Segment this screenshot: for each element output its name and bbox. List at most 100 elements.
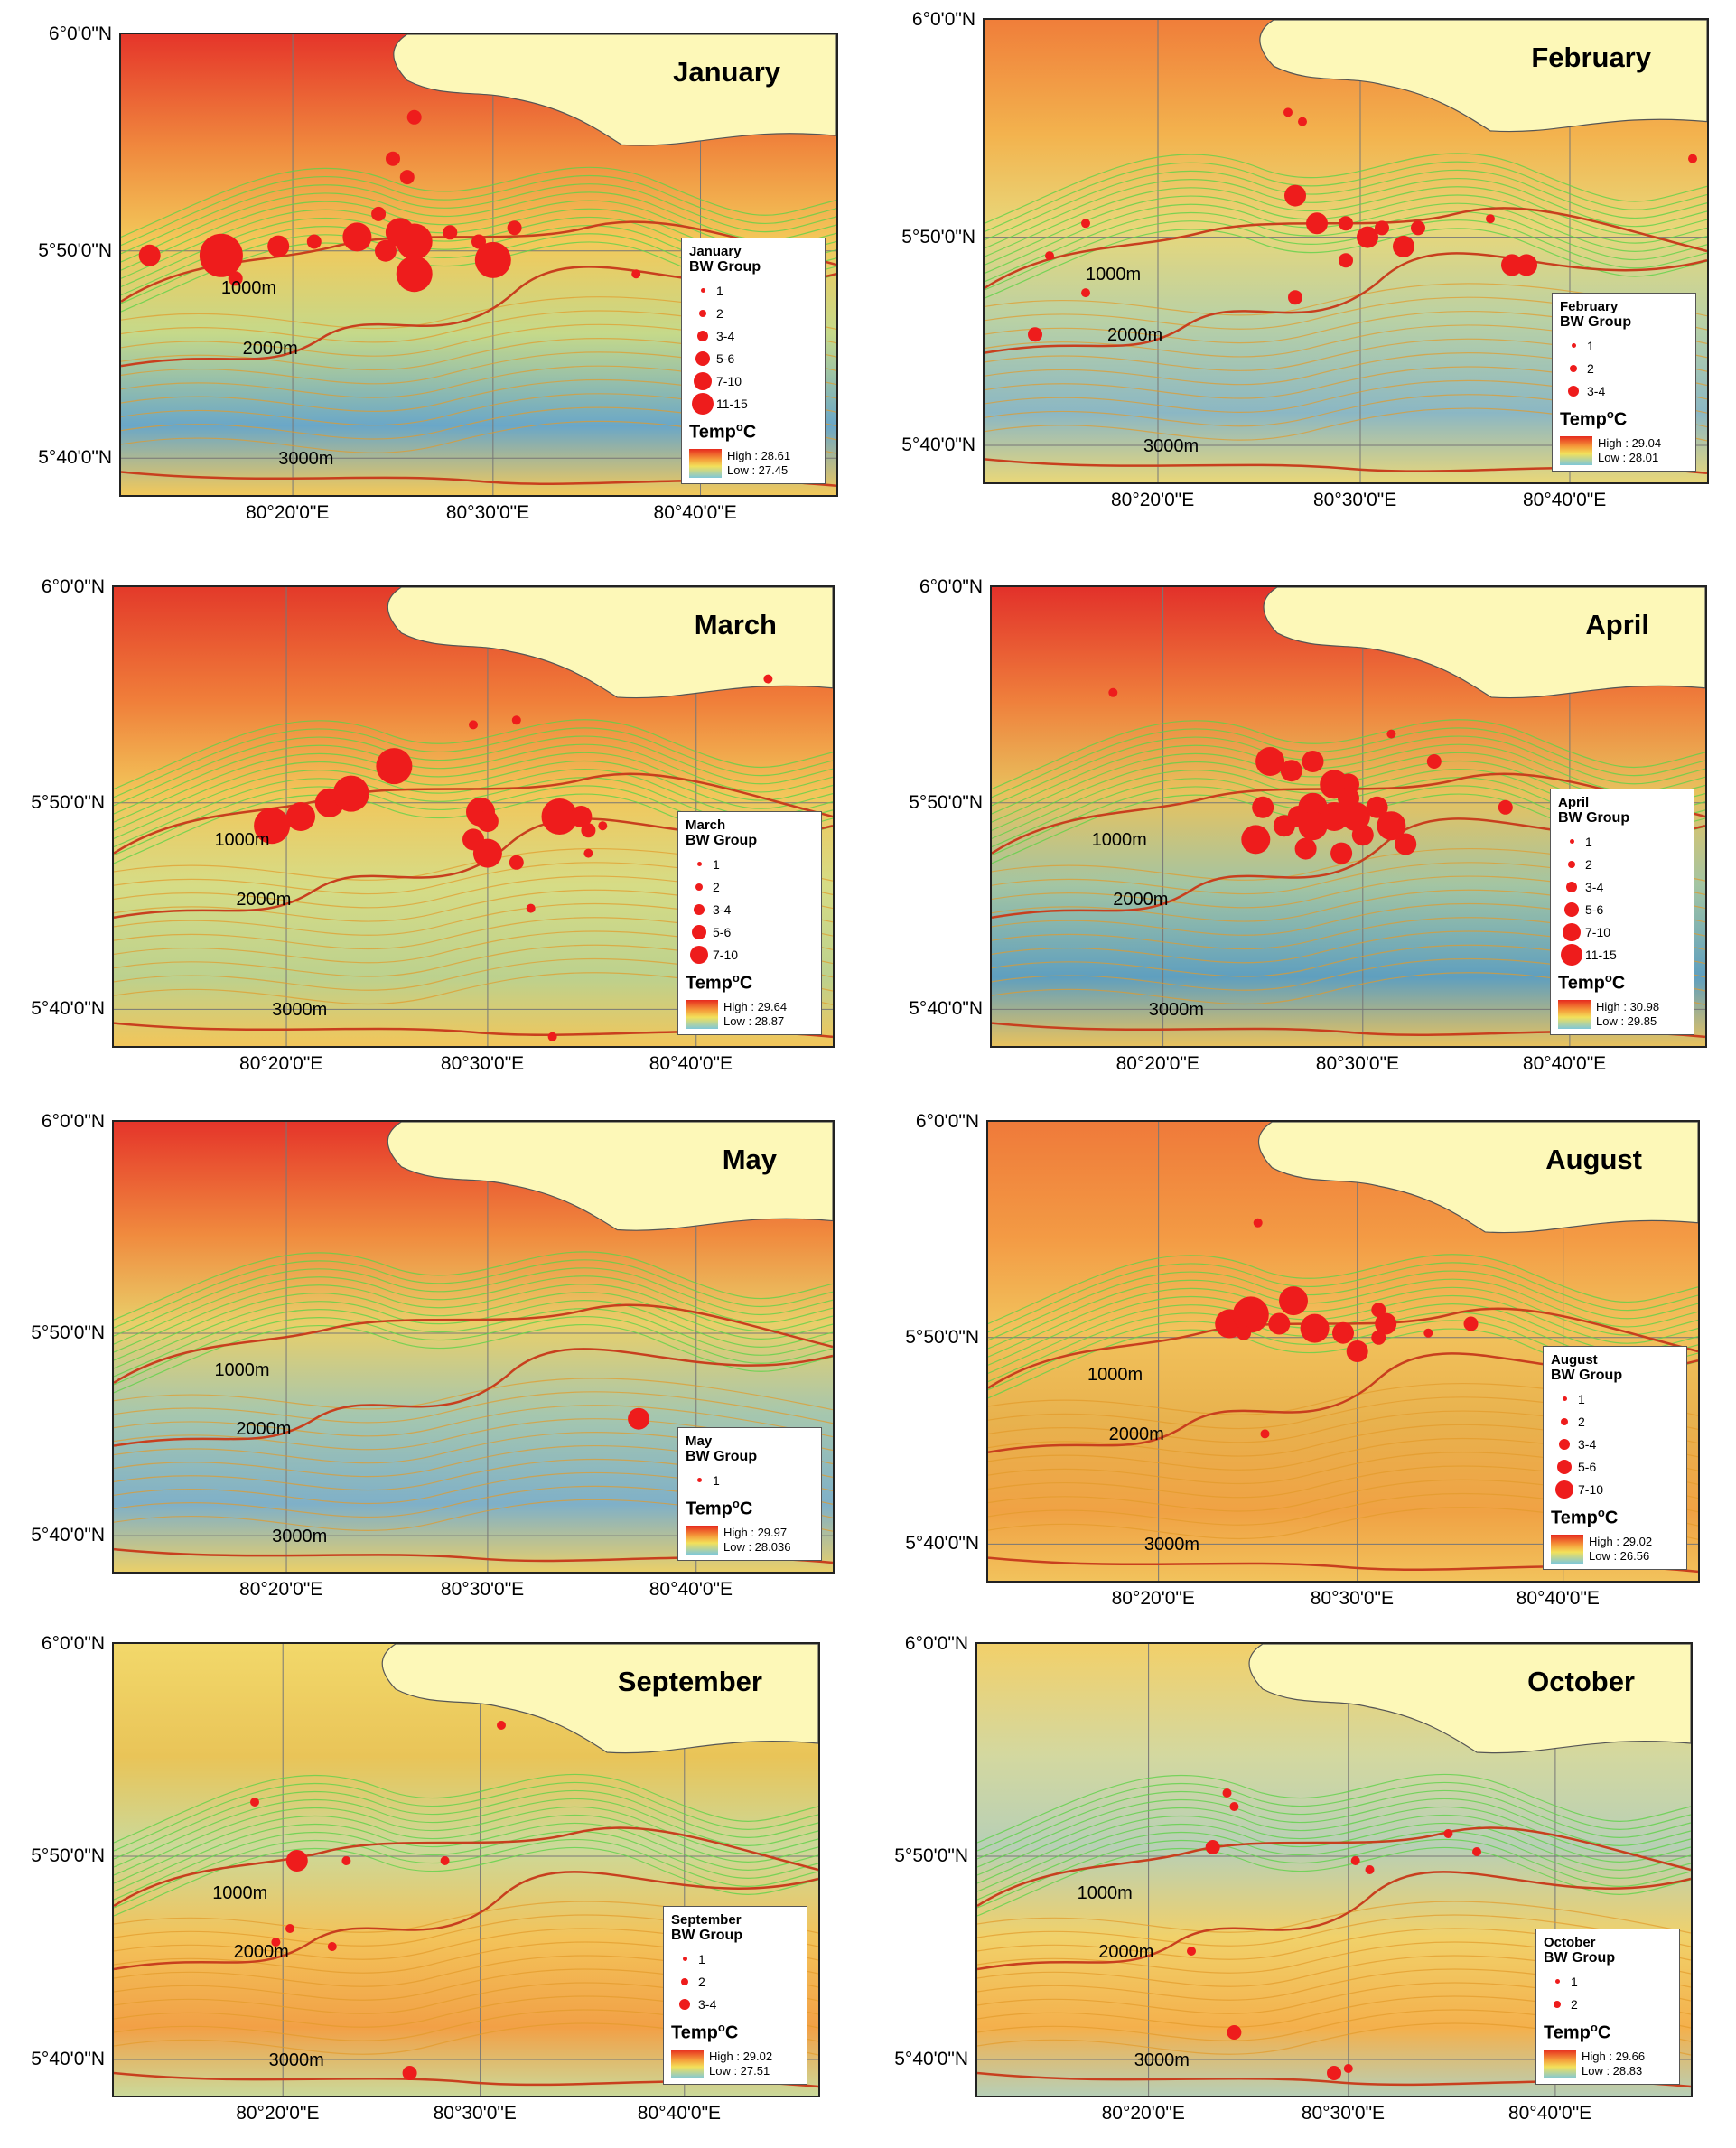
legend-dot: [686, 924, 713, 939]
bathymetry-contour: [114, 1275, 833, 1345]
depth-label: 1000m: [1087, 1365, 1143, 1386]
legend-dot: [1551, 1459, 1578, 1474]
legend-ramp-labels: High : 29.02 Low : 26.56: [1589, 1535, 1652, 1564]
legend-bw-group-title: BW Group: [1560, 314, 1632, 331]
station-dot: [1222, 1788, 1232, 1798]
station-dot: [306, 234, 322, 249]
legend-row: 7-10: [1551, 1478, 1679, 1500]
map-panel-april: April 1000m 2000m 3000m April BW Group 1 2 3-4 5-…: [873, 567, 1713, 1098]
bathymetry-contour: [988, 1294, 1698, 1366]
bathymetry-contour: [114, 1781, 818, 1852]
station-dot: [469, 720, 478, 730]
legend-label: 1: [1571, 1974, 1578, 1989]
longitude-label: 80°20'0"E: [1111, 490, 1195, 510]
bathymetry-contour: [114, 1405, 833, 1438]
legend-row: 5-6: [1558, 898, 1686, 920]
legend-month: March: [686, 817, 726, 834]
land-coast: [1248, 1644, 1691, 1754]
legend-label: 5-6: [1585, 901, 1604, 917]
legend-dot: [689, 371, 716, 390]
panel-title: October: [1527, 1666, 1635, 1697]
bathymetry-contour: [977, 1901, 1691, 1934]
bathymetry-contour: [121, 174, 836, 247]
depth-label: 3000m: [272, 1000, 328, 1021]
longitude-label: 80°20'0"E: [1111, 1588, 1195, 1609]
bathymetry-contour: [114, 1838, 818, 1909]
bathymetry-contour: [121, 406, 836, 441]
legend-dot: [1560, 343, 1587, 349]
legend-label: 2: [1578, 1414, 1585, 1429]
legend-low: Low : 29.85: [1596, 1014, 1657, 1028]
depth-label: 1000m: [214, 1359, 270, 1380]
station-dot: [399, 170, 415, 185]
bathymetry-contour: [114, 727, 833, 798]
legend-label: 2: [716, 305, 723, 321]
station-dot: [1205, 1840, 1220, 1854]
legend-box: September BW Group 1 2 3-4 TempoC High : 29.02…: [663, 1906, 807, 2085]
legend-low: Low : 28.01: [1598, 451, 1659, 464]
legend-box: August BW Group 1 2 3-4 5-6 7-10 TempoC High : 2…: [1543, 1346, 1687, 1570]
bathymetry-contour: [114, 1830, 818, 1901]
bathymetry-contour: [114, 1914, 818, 1947]
legend-dot: [1544, 1979, 1571, 1985]
legend-label: 7-10: [716, 373, 742, 388]
station-dot: [628, 1407, 650, 1430]
depth-label: 3000m: [278, 449, 334, 469]
legend-ramp-labels: High : 28.61 Low : 27.45: [727, 449, 790, 478]
bathymetry-contour: [977, 1846, 1691, 1917]
bathymetry-contour: [121, 323, 836, 358]
legend-label: 1: [713, 856, 720, 872]
station-dot: [1366, 796, 1388, 818]
legend-dot: [671, 1957, 698, 1962]
legend-dot: [686, 862, 713, 867]
latitude-label: 6°0'0"N: [915, 1111, 979, 1132]
depth-label: 3000m: [1143, 435, 1199, 456]
legend-box: October BW Group 1 2 TempoC High : 29.66 Low :…: [1535, 1929, 1680, 2085]
station-dot: [1229, 1802, 1239, 1811]
bathymetry-contour: [114, 847, 833, 882]
panel-title: April: [1585, 609, 1649, 640]
isobath-line: [121, 266, 836, 368]
legend-box: February BW Group 1 2 3-4 TempoC High : 29.04 L…: [1552, 293, 1696, 472]
latitude-label: 6°0'0"N: [41, 576, 105, 597]
latitude-label: 5°50'0"N: [905, 1326, 979, 1348]
latitude-label: 5°50'0"N: [894, 1845, 968, 1866]
legend-high: High : 28.61: [727, 449, 791, 462]
legend-temp-title: TempoC: [686, 971, 753, 994]
bathymetry-contour: [985, 178, 1707, 249]
legend-dot: [1558, 901, 1585, 917]
legend-label: 1: [1578, 1391, 1585, 1406]
latitude-label: 5°40'0"N: [901, 434, 975, 456]
bathymetry-contour: [114, 1995, 818, 2029]
longitude-label: 80°30'0"E: [1315, 1053, 1400, 1074]
legend-ramp-labels: High : 29.02 Low : 27.51: [709, 2050, 772, 2078]
map-area: February 1000m 2000m 3000m February BW Group 1…: [983, 18, 1709, 484]
isobath-line: [977, 1826, 1691, 1908]
legend-label: 5-6: [713, 924, 732, 939]
bathymetry-contour: [114, 1773, 818, 1844]
legend-bw-group-title: BW Group: [686, 1449, 758, 1465]
bathymetry-contour: [121, 365, 836, 399]
legend-row: 2: [1560, 357, 1688, 379]
depth-label: 3000m: [1148, 1000, 1204, 1021]
station-dot: [1346, 1340, 1368, 1362]
station-dot: [286, 802, 315, 831]
legend-row: 2: [671, 1970, 799, 1993]
station-dot: [1108, 687, 1118, 697]
land-coast: [393, 34, 836, 146]
land-coast: [381, 1644, 818, 1754]
legend-ramp-labels: High : 29.66 Low : 28.83: [1582, 2050, 1645, 2078]
bathymetry-contour: [992, 930, 1705, 965]
bathymetry-contour: [985, 202, 1707, 275]
bathymetry-contour: [114, 902, 833, 937]
latitude-label: 5°50'0"N: [909, 791, 983, 813]
legend-high: High : 29.02: [1589, 1535, 1653, 1548]
legend-label: 5-6: [1578, 1459, 1597, 1474]
latitude-label: 6°0'0"N: [904, 1633, 968, 1654]
station-dot: [1423, 1328, 1433, 1338]
legend-dot: [686, 1478, 713, 1483]
legend-ramp: High : 30.98 Low : 29.85: [1558, 1000, 1686, 1029]
bathymetry-contour: [114, 1308, 833, 1378]
map-overlay: [985, 20, 1707, 482]
bathymetry-contour: [114, 1300, 833, 1369]
